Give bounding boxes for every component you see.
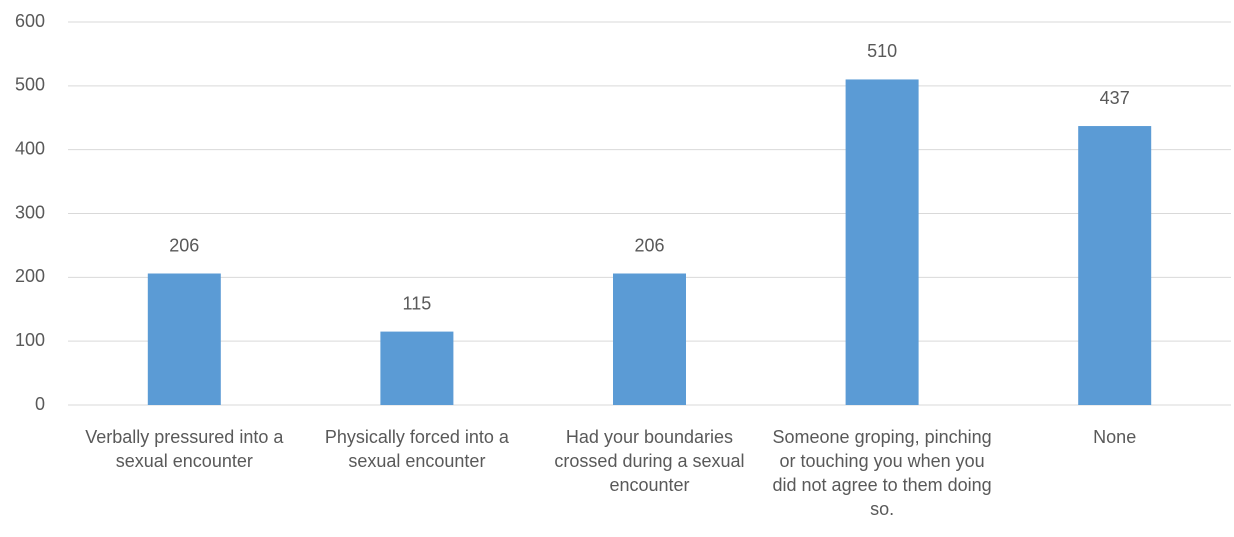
data-label: 437 bbox=[1100, 88, 1130, 108]
y-tick-label: 100 bbox=[15, 330, 45, 350]
data-label: 206 bbox=[169, 235, 199, 255]
bar bbox=[613, 273, 686, 405]
y-tick-label: 300 bbox=[15, 202, 45, 222]
x-tick-label: Someone groping, pinching or touching yo… bbox=[772, 427, 992, 519]
x-tick-label: Verbally pressured into a sexual encount… bbox=[85, 427, 284, 471]
x-tick-label-box: Had your boundaries crossed during a sex… bbox=[554, 427, 745, 495]
y-tick-label: 500 bbox=[15, 75, 45, 95]
x-tick-label-box: Verbally pressured into a sexual encount… bbox=[85, 427, 284, 471]
y-tick-label: 600 bbox=[15, 11, 45, 31]
x-tick-label: Physically forced into a sexual encounte… bbox=[324, 427, 509, 471]
x-tick-label-box: Someone groping, pinching or touching yo… bbox=[772, 427, 992, 519]
y-tick-label: 400 bbox=[15, 138, 45, 158]
x-tick-label-box: Physically forced into a sexual encounte… bbox=[324, 427, 509, 471]
bar bbox=[845, 79, 919, 405]
y-tick-label: 0 bbox=[35, 394, 45, 414]
bar bbox=[147, 273, 221, 405]
data-label: 115 bbox=[403, 293, 432, 313]
x-tick-label: Had your boundaries crossed during a sex… bbox=[554, 427, 745, 495]
bar bbox=[380, 331, 454, 405]
bar bbox=[1078, 126, 1152, 405]
data-label: 510 bbox=[867, 41, 897, 61]
x-tick-label-box: None bbox=[1093, 427, 1137, 447]
data-label: 206 bbox=[634, 235, 664, 255]
y-tick-label: 200 bbox=[15, 266, 45, 286]
x-tick-label: None bbox=[1093, 427, 1137, 447]
